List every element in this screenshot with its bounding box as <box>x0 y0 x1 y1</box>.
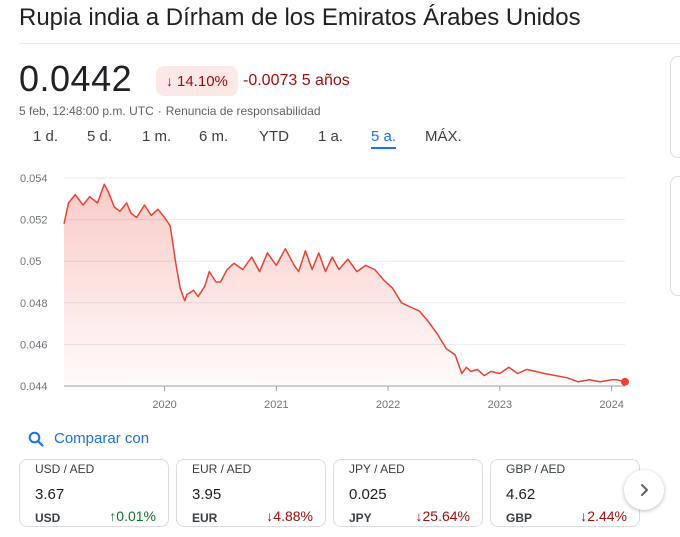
currency-card-gbp[interactable]: GBP / AED 4.62 GBP ↓2.44% <box>490 459 640 527</box>
y-tick-label: 0.046 <box>20 339 48 351</box>
card-base: EUR <box>192 511 218 525</box>
y-tick-label: 0.052 <box>20 215 48 227</box>
percent-change-badge: ↓ 14.10% <box>156 66 238 96</box>
card-base: JPY <box>349 511 372 525</box>
y-axis-labels: 0.054 0.052 0.05 0.048 0.046 0.044 <box>20 173 48 393</box>
arrow-down-icon: ↓ <box>415 508 423 524</box>
page-title: Rupia india a Dírham de los Emiratos Ára… <box>19 4 581 31</box>
card-value: 0.025 <box>349 486 387 503</box>
arrow-down-icon: ↓ <box>580 508 588 524</box>
x-tick-label: 2020 <box>152 399 176 411</box>
card-pair: USD / AED <box>35 462 95 476</box>
x-tick-label: 2022 <box>376 399 400 411</box>
arrow-down-icon: ↓ <box>266 508 274 524</box>
card-value: 3.95 <box>192 486 222 503</box>
tab-5-years[interactable]: 5 a. <box>371 128 397 149</box>
currency-card-usd[interactable]: USD / AED 3.67 USD ↑0.01% <box>19 459 169 527</box>
tab-5-days[interactable]: 5 d. <box>87 128 113 145</box>
card-value: 3.67 <box>35 486 65 503</box>
compare-button[interactable]: Comparar con <box>28 430 149 447</box>
card-change: ↓4.88% <box>266 508 313 524</box>
price-line <box>63 183 626 383</box>
y-tick-label: 0.048 <box>20 298 48 310</box>
price-area-fill <box>64 184 625 386</box>
tab-max[interactable]: MÁX. <box>425 128 462 145</box>
arrow-down-icon: ↓ <box>166 73 173 89</box>
card-value: 4.62 <box>506 486 536 503</box>
card-change-value: 2.44% <box>587 508 627 524</box>
separator-dot: · <box>157 104 162 118</box>
currency-card-eur[interactable]: EUR / AED 3.95 EUR ↓4.88% <box>176 459 326 527</box>
card-base: USD <box>35 511 61 525</box>
side-panel-edge <box>670 56 680 158</box>
card-change: ↑0.01% <box>109 508 156 524</box>
card-change-value: 0.01% <box>116 508 156 524</box>
tab-1-year[interactable]: 1 a. <box>318 128 344 145</box>
card-pair: GBP / AED <box>506 462 566 476</box>
y-tick-label: 0.054 <box>20 173 48 185</box>
x-axis-labels: 2020 2021 2022 2023 2024 <box>152 399 623 411</box>
x-tick-label: 2023 <box>488 399 512 411</box>
y-tick-label: 0.05 <box>20 256 41 268</box>
y-tick-label: 0.044 <box>20 381 48 393</box>
card-change-value: 25.64% <box>422 508 470 524</box>
arrow-up-icon: ↑ <box>109 508 117 524</box>
current-price: 0.0442 <box>19 58 133 99</box>
x-tick-label: 2024 <box>599 399 623 411</box>
compare-label: Comparar con <box>54 430 150 447</box>
x-tick-label: 2021 <box>264 399 288 411</box>
tab-ytd[interactable]: YTD <box>259 128 289 145</box>
card-pair: EUR / AED <box>192 462 252 476</box>
absolute-change: -0.0073 5 años <box>243 72 350 89</box>
search-icon <box>28 431 44 447</box>
percent-change-value: 14.10% <box>177 72 228 90</box>
currency-card-jpy[interactable]: JPY / AED 0.025 JPY ↓25.64% <box>333 459 483 527</box>
card-change: ↓25.64% <box>416 508 470 524</box>
card-pair: JPY / AED <box>349 462 405 476</box>
tab-1-day[interactable]: 1 d. <box>33 128 59 145</box>
card-base: GBP <box>506 511 533 525</box>
side-panel-edge <box>670 176 680 296</box>
disclaimer-link[interactable]: Renuncia de responsabilidad <box>165 104 321 118</box>
card-change: ↓2.44% <box>580 508 627 524</box>
chevron-right-icon <box>641 484 648 496</box>
tab-1-month[interactable]: 1 m. <box>142 128 172 145</box>
quote-meta: 5 feb, 12:48:00 p.m. UTC · Renuncia de res… <box>19 104 321 118</box>
next-cards-button[interactable] <box>624 470 664 510</box>
tab-6-months[interactable]: 6 m. <box>199 128 229 145</box>
timestamp: 5 feb, 12:48:00 p.m. UTC <box>19 104 154 118</box>
card-change-value: 4.88% <box>273 508 313 524</box>
latest-point-marker <box>621 377 629 386</box>
title-divider <box>19 43 680 44</box>
